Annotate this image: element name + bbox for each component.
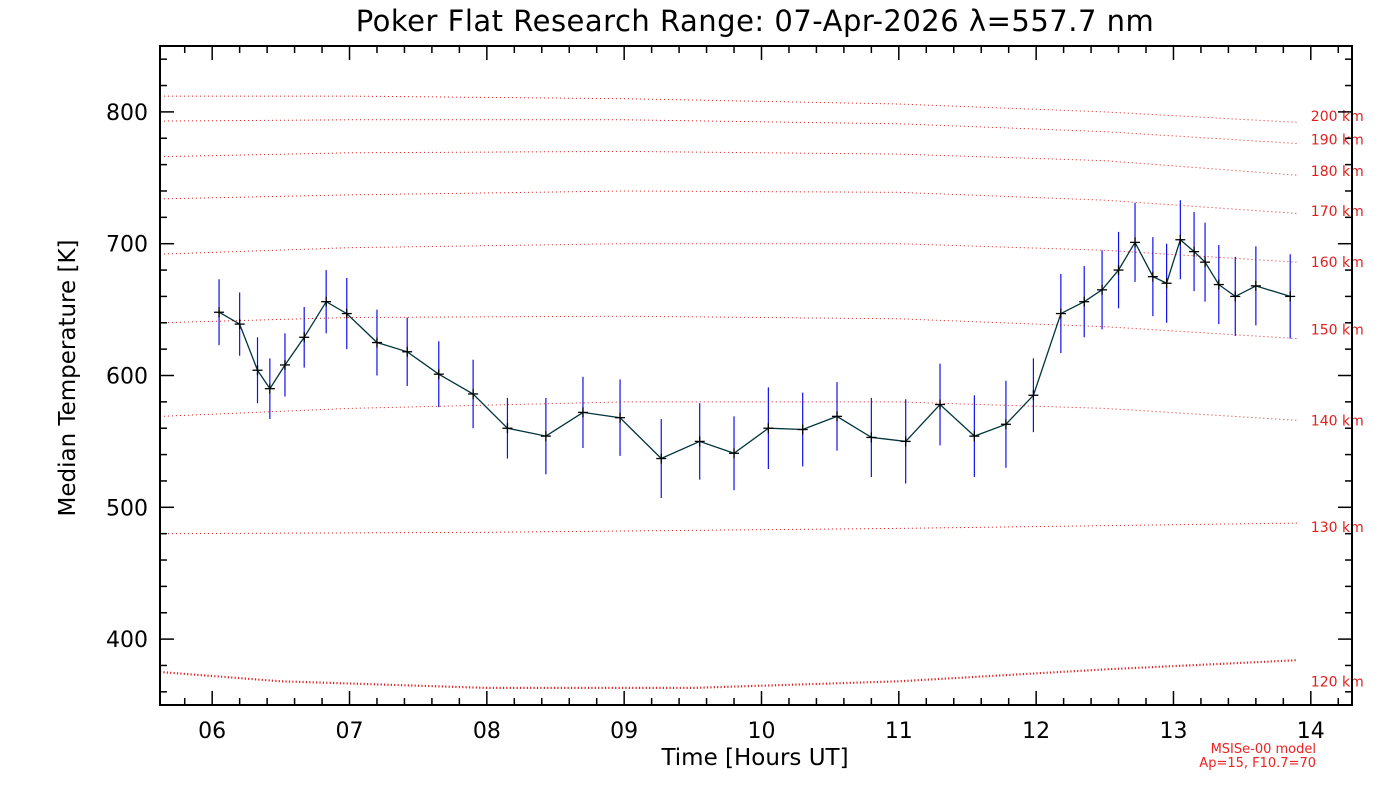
data-point bbox=[433, 369, 444, 380]
data-point bbox=[694, 436, 705, 447]
x-tick-label: 11 bbox=[885, 719, 913, 744]
data-point bbox=[341, 308, 352, 319]
data-point bbox=[1213, 279, 1224, 290]
y-axis-label: Median Temperature [K] bbox=[55, 239, 81, 517]
data-point bbox=[1200, 257, 1211, 268]
model-line-180km bbox=[159, 150, 1298, 176]
data-point bbox=[1250, 280, 1261, 291]
data-point bbox=[832, 411, 843, 422]
model-label-190km: 190 km bbox=[1311, 133, 1364, 149]
model-line-190km bbox=[159, 119, 1298, 144]
model-note-line-1: MSISe-00 model bbox=[1210, 742, 1316, 757]
data-point bbox=[1161, 278, 1172, 289]
data-point bbox=[763, 423, 774, 434]
data-point bbox=[1130, 237, 1141, 248]
plot-frame bbox=[159, 45, 1353, 706]
data-point bbox=[264, 383, 275, 394]
data-point bbox=[1000, 419, 1011, 430]
data-point bbox=[1079, 296, 1090, 307]
data-point bbox=[729, 448, 740, 459]
model-line-160km bbox=[159, 243, 1298, 263]
data-point bbox=[214, 307, 225, 318]
y-tick-label: 400 bbox=[106, 628, 148, 653]
data-point bbox=[252, 365, 263, 376]
data-point bbox=[797, 424, 808, 435]
chart-title: Poker Flat Research Range: 07-Apr-2026 λ… bbox=[355, 4, 1155, 38]
data-point bbox=[502, 423, 513, 434]
model-label-200km: 200 km bbox=[1311, 109, 1364, 125]
data-point bbox=[1055, 308, 1066, 319]
data-point bbox=[371, 337, 382, 348]
model-line-140km bbox=[159, 401, 1298, 421]
data-point bbox=[402, 346, 413, 357]
y-tick-label: 800 bbox=[106, 101, 148, 126]
data-point bbox=[615, 412, 626, 423]
data-point bbox=[1097, 284, 1108, 295]
data-point bbox=[1189, 246, 1200, 257]
data-point bbox=[468, 388, 479, 399]
model-line-170km bbox=[159, 190, 1298, 214]
x-tick-label: 09 bbox=[610, 719, 638, 744]
data-point bbox=[234, 319, 245, 330]
model-line-130km bbox=[159, 522, 1298, 535]
model-label-140km: 140 km bbox=[1311, 413, 1364, 429]
model-label-150km: 150 km bbox=[1311, 322, 1364, 338]
x-tick-label: 08 bbox=[473, 719, 501, 744]
data-point bbox=[1028, 390, 1039, 401]
x-tick-label: 14 bbox=[1297, 719, 1325, 744]
model-line-120km bbox=[159, 659, 1298, 690]
data-point bbox=[321, 296, 332, 307]
data-point bbox=[279, 359, 290, 370]
data-point bbox=[540, 431, 551, 442]
data-point bbox=[1113, 265, 1124, 276]
y-tick-label: 500 bbox=[106, 496, 148, 521]
data-point bbox=[577, 407, 588, 418]
model-label-170km: 170 km bbox=[1311, 204, 1364, 220]
x-tick-label: 07 bbox=[336, 719, 364, 744]
model-note-line-2: Ap=15, F10.7=70 bbox=[1199, 756, 1316, 771]
x-axis-label: Time [Hours UT] bbox=[661, 745, 849, 771]
temperature-series-line bbox=[218, 238, 1291, 460]
data-point bbox=[656, 453, 667, 464]
data-point bbox=[1147, 271, 1158, 282]
x-tick-label: 12 bbox=[1022, 719, 1050, 744]
data-point bbox=[1175, 234, 1186, 245]
model-line-150km bbox=[159, 315, 1298, 340]
data-point bbox=[900, 436, 911, 447]
x-tick-label: 10 bbox=[747, 719, 775, 744]
model-label-180km: 180 km bbox=[1311, 164, 1364, 180]
y-tick-label: 600 bbox=[106, 365, 148, 390]
model-label-120km: 120 km bbox=[1311, 674, 1364, 690]
data-point bbox=[935, 399, 946, 410]
model-label-160km: 160 km bbox=[1311, 255, 1364, 271]
data-point bbox=[969, 431, 980, 442]
data-point bbox=[299, 332, 310, 343]
y-tick-label: 700 bbox=[106, 233, 148, 258]
x-tick-label: 13 bbox=[1159, 719, 1187, 744]
data-point bbox=[866, 432, 877, 443]
data-point bbox=[1285, 291, 1296, 302]
data-point bbox=[1230, 291, 1241, 302]
model-label-130km: 130 km bbox=[1311, 520, 1364, 536]
x-tick-label: 06 bbox=[198, 719, 226, 744]
model-line-200km bbox=[160, 95, 1298, 123]
